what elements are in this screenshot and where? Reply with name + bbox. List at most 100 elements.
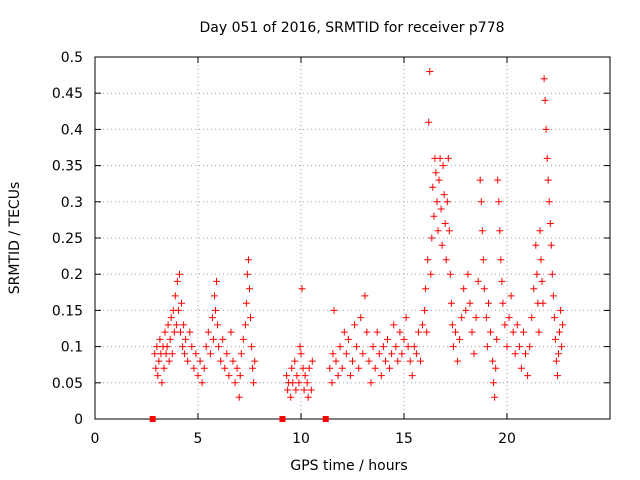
data-point <box>196 357 204 365</box>
data-point <box>468 328 476 336</box>
data-point <box>436 154 444 162</box>
data-point <box>558 343 566 351</box>
data-point <box>221 364 229 372</box>
data-point <box>444 154 452 162</box>
data-point <box>435 176 443 184</box>
y-tick-label: 0 <box>74 412 83 428</box>
data-point <box>328 379 336 387</box>
data-point <box>472 314 480 322</box>
data-point <box>346 372 354 380</box>
data-point <box>223 350 231 358</box>
data-point <box>288 364 296 372</box>
data-point <box>501 321 509 329</box>
data-point <box>174 306 182 314</box>
data-point <box>166 335 174 343</box>
data-point <box>438 241 446 249</box>
data-point <box>293 372 301 380</box>
x-tick-label: 15 <box>395 431 413 447</box>
y-axis-label: SRMTID / TECUs <box>7 182 23 295</box>
data-point <box>211 292 218 300</box>
gap-marker <box>322 416 329 422</box>
data-point <box>184 357 192 365</box>
data-point <box>248 343 256 351</box>
data-point <box>491 393 499 401</box>
data-point <box>225 372 233 380</box>
data-point <box>410 343 418 351</box>
data-point <box>552 357 560 365</box>
data-point <box>351 321 359 329</box>
data-point <box>326 364 334 372</box>
data-point <box>287 393 295 401</box>
data-point <box>489 357 497 365</box>
y-tick-label: 0.4 <box>61 122 83 138</box>
data-point <box>530 285 538 293</box>
data-point <box>538 277 546 285</box>
data-point <box>361 292 369 300</box>
data-point <box>392 343 400 351</box>
data-point <box>215 343 223 351</box>
data-point <box>555 350 562 358</box>
data-point <box>546 220 554 227</box>
x-tick-label: 0 <box>91 431 100 447</box>
data-point <box>212 306 219 314</box>
data-point <box>422 285 430 293</box>
chart-title: Day 051 of 2016, SRMTID for receiver p77… <box>199 20 504 36</box>
data-point <box>443 198 451 206</box>
data-point <box>426 68 434 75</box>
data-point <box>180 321 188 329</box>
data-point <box>490 379 498 387</box>
data-point <box>528 314 536 322</box>
data-point <box>511 350 519 358</box>
data-point <box>173 277 181 285</box>
data-point <box>430 212 438 220</box>
gap-marker <box>279 416 286 422</box>
data-point <box>357 314 365 322</box>
data-point <box>304 393 312 401</box>
data-point <box>495 198 503 206</box>
data-point <box>540 75 548 83</box>
data-point <box>250 379 258 387</box>
data-point <box>165 357 173 365</box>
data-point <box>151 350 159 358</box>
data-point <box>246 285 253 293</box>
data-point <box>162 350 170 358</box>
data-point <box>355 364 363 372</box>
data-point <box>373 328 381 336</box>
data-point <box>168 350 176 358</box>
data-point <box>181 350 189 358</box>
data-point <box>340 328 348 336</box>
data-point <box>172 321 180 329</box>
data-point <box>487 328 494 336</box>
y-tick-label: 0.05 <box>52 376 83 392</box>
data-point <box>515 343 523 351</box>
data-point <box>544 176 552 184</box>
data-point <box>460 285 468 293</box>
data-point <box>171 292 179 300</box>
data-point <box>464 270 472 278</box>
data-point <box>474 277 482 285</box>
data-point <box>239 335 247 343</box>
data-point <box>298 285 306 293</box>
gap-marker <box>149 416 156 422</box>
data-point <box>363 328 371 336</box>
data-point <box>186 328 194 336</box>
data-point <box>548 270 556 278</box>
data-point <box>437 205 445 213</box>
data-point <box>160 364 168 372</box>
data-point <box>152 364 160 372</box>
data-point <box>439 162 447 170</box>
data-point <box>359 350 367 358</box>
data-point <box>454 357 462 365</box>
data-point <box>334 372 342 380</box>
data-point <box>398 350 406 358</box>
data-point <box>441 220 449 227</box>
data-point <box>213 277 220 285</box>
plot-frame <box>94 56 611 420</box>
data-point <box>429 183 437 191</box>
data-point <box>219 335 227 343</box>
data-point <box>440 191 448 199</box>
data-point <box>478 227 486 235</box>
data-point <box>353 343 361 351</box>
data-point <box>299 364 307 372</box>
data-point <box>308 357 316 365</box>
